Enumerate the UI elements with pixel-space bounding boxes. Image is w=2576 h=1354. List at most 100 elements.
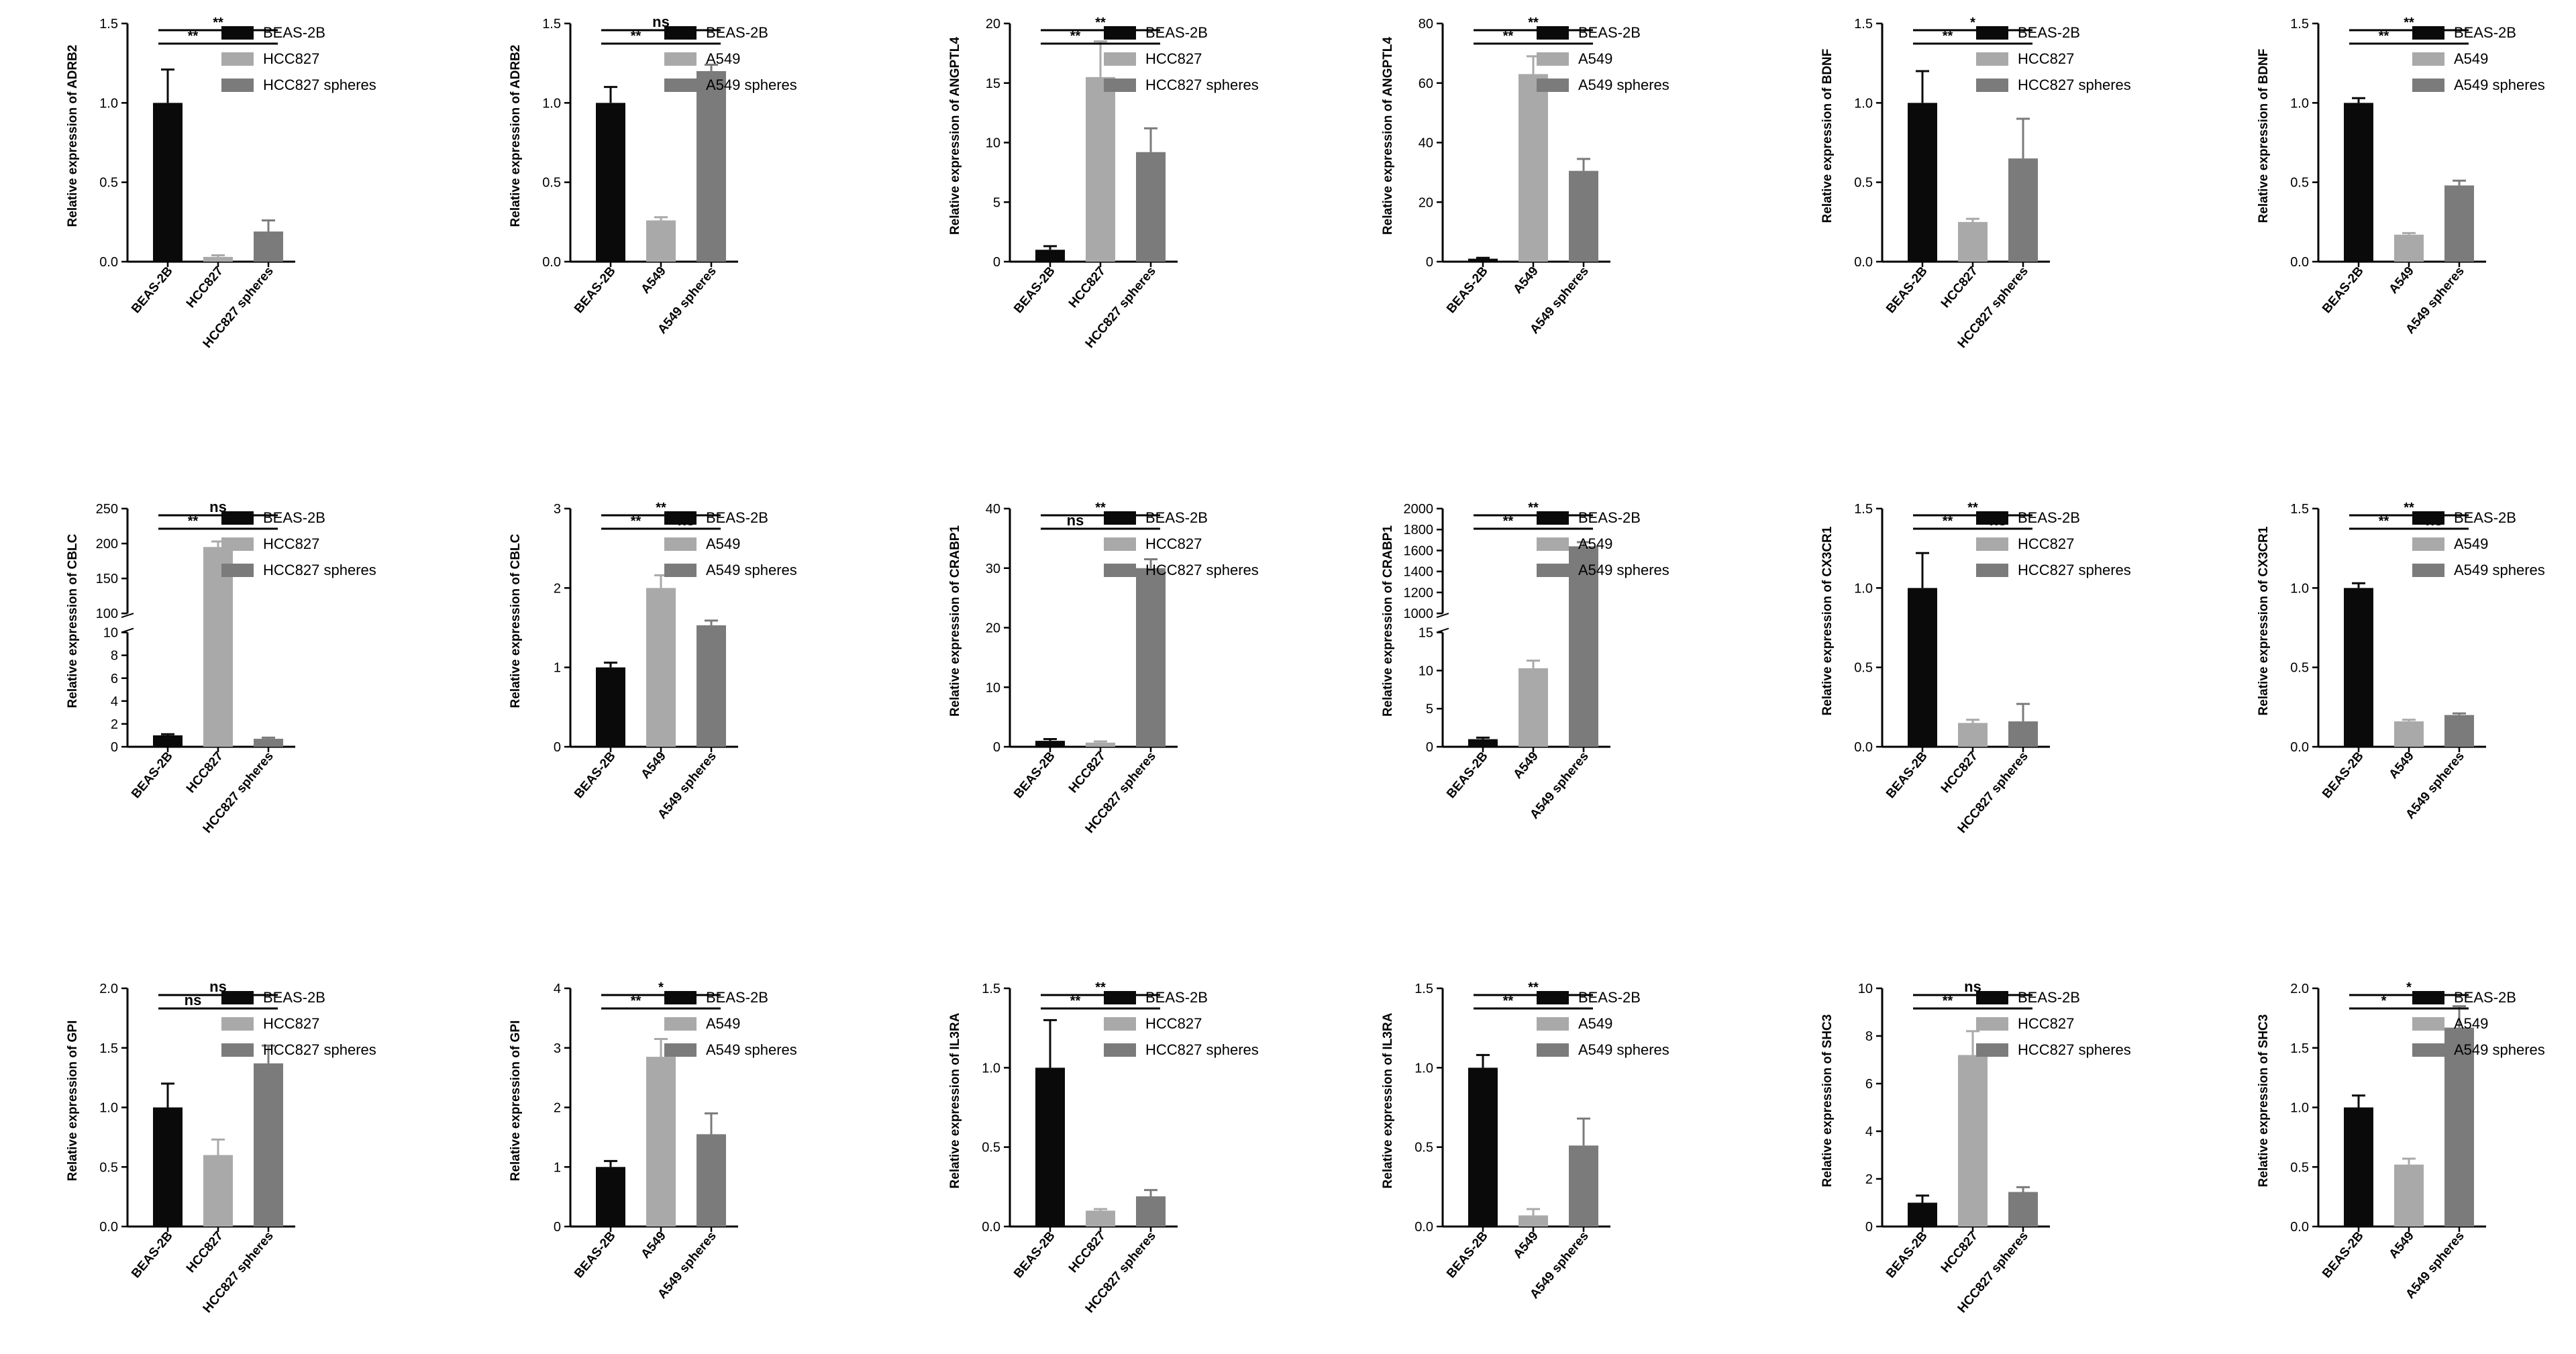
legend-label: BEAS-2B	[2018, 509, 2080, 526]
legend-label: A549	[2454, 535, 2488, 552]
x-tick-label: A549	[2387, 264, 2417, 297]
y-tick-label: 0.5	[2290, 1160, 2309, 1175]
bar	[2444, 185, 2474, 262]
y-tick-label: 10	[1419, 664, 1433, 678]
bar	[1569, 1145, 1598, 1227]
legend-label: A549 spheres	[2454, 76, 2545, 93]
y-tick-label: 2	[554, 581, 561, 596]
legend-swatch	[1104, 991, 1136, 1004]
y-tick-label: 200	[96, 537, 118, 552]
legend-swatch	[664, 991, 697, 1004]
bar	[2344, 103, 2373, 262]
legend-label: A549	[1578, 535, 1612, 552]
significance-label: *	[2381, 994, 2387, 1008]
bar	[1136, 152, 1166, 262]
bar-chart-panel: Relative expression of CBLC 0 2 4 6 8 10 100 150…	[66, 499, 376, 836]
y-tick-label: 2000	[1404, 502, 1434, 517]
y-tick-label: 250	[96, 502, 118, 517]
legend-swatch	[2412, 537, 2444, 551]
x-tick-label: A549	[1511, 749, 1541, 782]
legend-swatch	[1537, 26, 1569, 40]
legend-swatch	[221, 79, 254, 92]
significance-label: **	[2379, 29, 2389, 44]
y-tick-label: 2.0	[99, 982, 118, 996]
x-tick-label: BEAS-2B	[1011, 1229, 1058, 1281]
legend-label: BEAS-2B	[1145, 509, 1208, 526]
y-tick-label: 1.5	[1854, 17, 1873, 32]
y-tick-label: 5	[1426, 702, 1433, 717]
legend-swatch	[664, 511, 697, 525]
bar	[1908, 1202, 1937, 1227]
y-tick-label: 15	[986, 76, 1000, 91]
legend-swatch	[1104, 52, 1136, 66]
significance-label: **	[2404, 15, 2414, 30]
y-tick-label: 6	[111, 672, 118, 686]
bar	[2008, 158, 2038, 262]
significance-label: *	[1970, 15, 1975, 30]
y-tick-label: 1.0	[542, 96, 561, 111]
y-tick-label: 20	[986, 17, 1000, 32]
y-tick-label: 0	[1426, 255, 1433, 270]
x-tick-label: A549	[1511, 264, 1541, 297]
legend-swatch	[664, 79, 697, 92]
significance-label: **	[1503, 514, 1514, 529]
bar	[1518, 74, 1548, 262]
x-tick-label: HCC827	[1939, 749, 1981, 796]
x-tick-label: BEAS-2B	[1444, 1229, 1491, 1281]
bar	[2344, 1107, 2373, 1227]
bar-chart-panel: Relative expression of ANGPTL4 0 5 10 15 20 BE…	[948, 15, 1259, 351]
y-tick-label: 0	[111, 740, 118, 755]
legend-swatch	[1537, 79, 1569, 92]
y-tick-label: 0.0	[1854, 740, 1873, 755]
y-tick-label: 40	[1419, 136, 1433, 151]
significance-label: **	[213, 15, 223, 30]
x-tick-label: A549	[2387, 749, 2417, 782]
y-tick-label: 1.5	[99, 1041, 118, 1056]
significance-label: **	[631, 514, 641, 529]
legend-label: BEAS-2B	[2454, 24, 2516, 41]
legend-swatch	[1537, 991, 1569, 1004]
bar	[1468, 739, 1498, 747]
bar-chart-panel: Relative expression of CX3CR1 0.0 0.5 1.0 1.…	[2257, 501, 2545, 822]
bar	[1136, 1196, 1166, 1227]
y-tick-label: 3	[554, 502, 561, 517]
legend-swatch	[2412, 26, 2444, 40]
y-tick-label: 0	[554, 1220, 561, 1235]
y-tick-label: 2	[1865, 1172, 1873, 1187]
y-tick-label: 2	[554, 1101, 561, 1116]
bar	[2008, 1192, 2038, 1227]
legend-swatch	[221, 564, 254, 577]
bar-chart-panel: Relative expression of GPI 0.0 0.5 1.0 1.5 2.…	[66, 978, 376, 1316]
bar	[1958, 221, 1988, 262]
legend-label: BEAS-2B	[1145, 24, 1208, 41]
legend-label: HCC827 spheres	[1145, 1041, 1259, 1058]
bar	[596, 667, 625, 747]
legend-swatch	[1104, 511, 1136, 525]
significance-label: *	[2406, 980, 2412, 995]
y-tick-label: 0.5	[542, 176, 561, 191]
y-tick-label: 0.5	[1854, 176, 1873, 191]
y-tick-label: 1.0	[99, 96, 118, 111]
bar	[1468, 1067, 1498, 1227]
legend-label: A549 spheres	[1578, 76, 1669, 93]
axis-break-mark	[1436, 613, 1449, 619]
bar-chart-panel: Relative expression of IL3RA 0.0 0.5 1.0 1.5…	[948, 980, 1259, 1316]
x-tick-label: A549	[639, 749, 669, 782]
y-tick-label: 80	[1419, 17, 1433, 32]
y-tick-label: 1	[554, 661, 561, 676]
significance-label: **	[656, 501, 666, 515]
bar	[1086, 1210, 1115, 1227]
y-tick-label: 1.0	[2290, 1101, 2309, 1116]
legend-label: HCC827	[1145, 50, 1202, 67]
legend-swatch	[1537, 564, 1569, 577]
bar-chart-panel: Relative expression of CBLC 0 1 2 3 BEAS-2B A5…	[509, 501, 797, 822]
legend-label: HCC827 spheres	[2018, 562, 2131, 578]
y-tick-label: 1.5	[1414, 982, 1433, 996]
x-tick-label: BEAS-2B	[1884, 749, 1930, 801]
significance-label: **	[1095, 15, 1106, 30]
legend-swatch	[221, 511, 254, 525]
x-tick-label: BEAS-2B	[1444, 264, 1491, 316]
legend-label: A549 spheres	[2454, 1041, 2545, 1058]
bar	[254, 739, 283, 747]
